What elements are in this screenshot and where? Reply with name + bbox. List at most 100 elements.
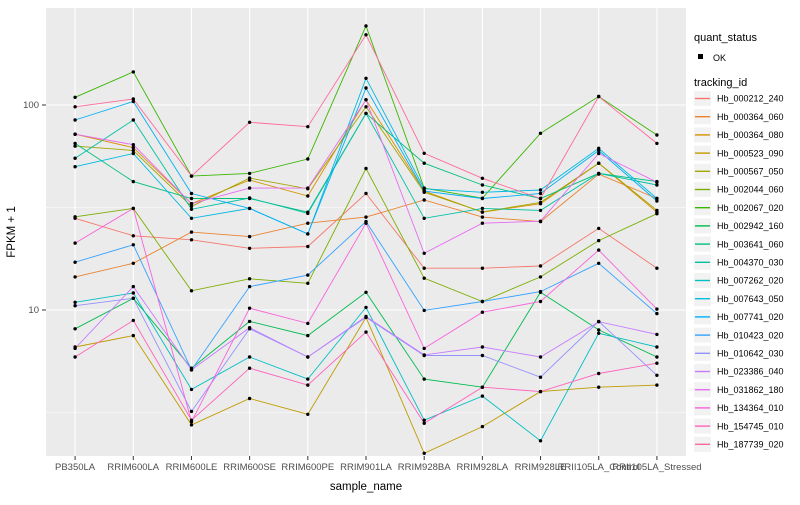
data-point — [247, 196, 252, 200]
data-point — [189, 204, 194, 209]
data-point — [422, 308, 426, 313]
data-point — [538, 191, 543, 196]
data-point — [364, 111, 368, 116]
data-point — [73, 346, 77, 351]
data-point — [655, 355, 659, 359]
data-point — [247, 326, 252, 330]
legend-entry-label: Hb_000567_050 — [717, 167, 784, 177]
data-point — [189, 191, 194, 196]
legend-entry-Hb_007643_050: Hb_007643_050 — [694, 291, 784, 307]
data-point — [364, 215, 368, 219]
data-point — [131, 243, 135, 247]
legend-entry-Hb_010642_030: Hb_010642_030 — [694, 345, 784, 361]
data-point — [73, 300, 77, 304]
data-point — [131, 318, 135, 323]
data-point — [655, 208, 659, 213]
data-point — [422, 266, 426, 270]
data-point — [538, 219, 543, 223]
data-point — [247, 206, 252, 211]
data-point — [247, 306, 252, 310]
data-point — [73, 156, 77, 160]
data-point — [306, 211, 310, 216]
legend-entry-Hb_002067_020: Hb_002067_020 — [694, 200, 784, 216]
x-tick-label: RRIM901LA — [340, 462, 392, 473]
data-point — [538, 264, 543, 268]
data-point — [655, 212, 659, 216]
legend-entry-Hb_187739_020: Hb_187739_020 — [694, 436, 784, 452]
data-point — [655, 361, 659, 365]
data-point — [189, 409, 194, 414]
data-point — [597, 371, 601, 376]
quant-status-ok-point-icon — [698, 54, 703, 59]
x-tick-label: PB350LA — [55, 462, 96, 473]
legend-entry-Hb_154745_010: Hb_154745_010 — [694, 418, 784, 434]
legend-entry-label: Hb_010642_030 — [717, 349, 784, 359]
data-point — [189, 174, 194, 178]
data-point — [655, 307, 659, 311]
data-point — [131, 206, 135, 211]
data-point — [73, 118, 77, 122]
data-point — [131, 234, 135, 238]
legend-title-quant-status: quant_status — [694, 32, 757, 44]
data-point — [597, 328, 601, 332]
data-point — [364, 290, 368, 294]
data-point — [306, 125, 310, 129]
data-point — [131, 143, 135, 147]
data-point — [364, 86, 368, 90]
y-tick-label: 100 — [23, 100, 39, 111]
legend-entry-label: Hb_002942_160 — [717, 221, 784, 231]
data-point — [422, 189, 426, 193]
y-axis-label: FPKM + 1 — [6, 206, 18, 257]
data-point — [364, 221, 368, 225]
data-point — [480, 353, 485, 358]
data-point — [655, 266, 659, 270]
legend-entry-Hb_031862_180: Hb_031862_180 — [694, 382, 784, 398]
data-point — [73, 327, 77, 331]
data-point — [480, 215, 485, 219]
data-point — [538, 196, 543, 201]
data-point — [480, 310, 485, 314]
data-point — [538, 200, 543, 205]
data-point — [247, 396, 252, 401]
data-point — [247, 277, 252, 281]
data-point — [73, 144, 77, 148]
data-point — [189, 238, 194, 242]
data-point — [655, 141, 659, 146]
legend-entry-Hb_134364_010: Hb_134364_010 — [694, 400, 784, 416]
data-point — [538, 439, 543, 443]
data-point — [247, 234, 252, 239]
x-tick-label: RRIM928LA — [456, 462, 508, 473]
data-point — [480, 266, 485, 270]
data-point — [131, 118, 135, 122]
data-point — [73, 132, 77, 136]
legend-title-tracking-id: tracking_id — [694, 77, 747, 89]
data-point — [189, 216, 194, 220]
legend-entry-Hb_000212_240: Hb_000212_240 — [694, 91, 784, 106]
data-point — [480, 299, 485, 304]
data-point — [480, 394, 485, 398]
legend-entry-Hb_010423_020: Hb_010423_020 — [694, 327, 784, 343]
data-point — [131, 148, 135, 153]
data-point — [247, 319, 252, 324]
x-tick-label: RRIM928LE — [515, 462, 567, 473]
legend-entry-Hb_007741_020: Hb_007741_020 — [694, 309, 784, 325]
data-point — [364, 76, 368, 81]
data-point — [247, 246, 252, 250]
data-point — [422, 276, 426, 280]
legend-entry-label: Hb_000523_090 — [717, 148, 784, 158]
legend-entry-label: Hb_000212_240 — [717, 94, 784, 104]
data-point — [73, 215, 77, 219]
legend-entry-label: Hb_000364_060 — [717, 112, 784, 122]
data-point — [131, 97, 135, 101]
data-point — [131, 333, 135, 338]
data-point — [480, 176, 485, 180]
data-point — [131, 145, 135, 150]
data-point — [655, 345, 659, 349]
data-point — [247, 186, 252, 190]
data-point — [73, 355, 77, 359]
legend-entry-label: Hb_002067_020 — [717, 203, 784, 213]
data-point — [364, 305, 368, 310]
data-point — [422, 151, 426, 155]
data-point — [597, 248, 601, 252]
